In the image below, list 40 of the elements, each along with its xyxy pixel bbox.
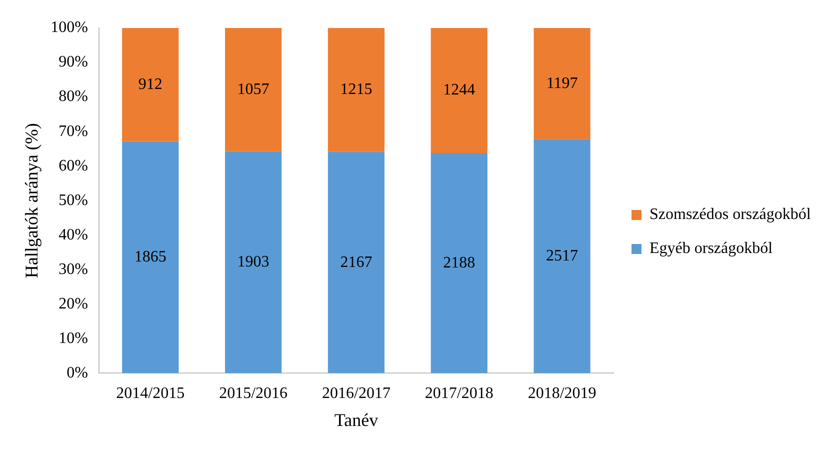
bar bbox=[430, 152, 488, 374]
legend-label: Egyéb országokból bbox=[650, 240, 774, 258]
bar bbox=[122, 141, 179, 374]
bar bbox=[534, 28, 590, 140]
bar bbox=[328, 28, 385, 152]
annotation: 912 bbox=[138, 76, 162, 93]
y-tick-label: 40% bbox=[58, 226, 88, 244]
legend-label: Szomszédos országokból bbox=[650, 206, 812, 224]
annotation: 1215 bbox=[340, 81, 372, 98]
annotation: 2167 bbox=[340, 254, 372, 271]
x-tick-label: 2018/2019 bbox=[528, 385, 596, 402]
y-tick-label: 50% bbox=[58, 192, 88, 209]
x-tick-label: 2017/2018 bbox=[424, 385, 494, 402]
y-tick-label: 80% bbox=[58, 88, 88, 106]
y-tick-label: 70% bbox=[58, 122, 88, 140]
bar bbox=[430, 28, 488, 153]
bar bbox=[328, 152, 385, 374]
bar bbox=[225, 28, 282, 152]
annotation: 1057 bbox=[237, 80, 270, 98]
annotation: 2517 bbox=[546, 247, 578, 264]
bar bbox=[122, 28, 179, 142]
annotation: 1197 bbox=[546, 74, 578, 92]
y-tick-label: 10% bbox=[58, 330, 88, 347]
y-tick-label: 60% bbox=[58, 157, 88, 174]
y-tick-label: 0% bbox=[66, 364, 88, 382]
bar bbox=[225, 151, 282, 374]
x-tick-label: 2016/2017 bbox=[322, 385, 390, 402]
x-tick-label: 2015/2016 bbox=[219, 385, 288, 402]
x-tick-label: 2014/2015 bbox=[116, 385, 185, 402]
y-tick-label: 100% bbox=[50, 19, 88, 36]
y-tick-label: 30% bbox=[58, 260, 88, 278]
y-tick-label: 90% bbox=[58, 54, 88, 71]
bar bbox=[534, 139, 590, 374]
x-axis-title: Tanév bbox=[334, 410, 378, 430]
annotation: 1903 bbox=[237, 253, 270, 270]
annotation: 2188 bbox=[443, 254, 476, 272]
annotation: 1244 bbox=[443, 82, 476, 99]
annotation: 1865 bbox=[134, 248, 166, 266]
y-axis-title: Hallgatók aránya (%) bbox=[22, 123, 42, 278]
y-tick-label: 20% bbox=[58, 295, 88, 312]
